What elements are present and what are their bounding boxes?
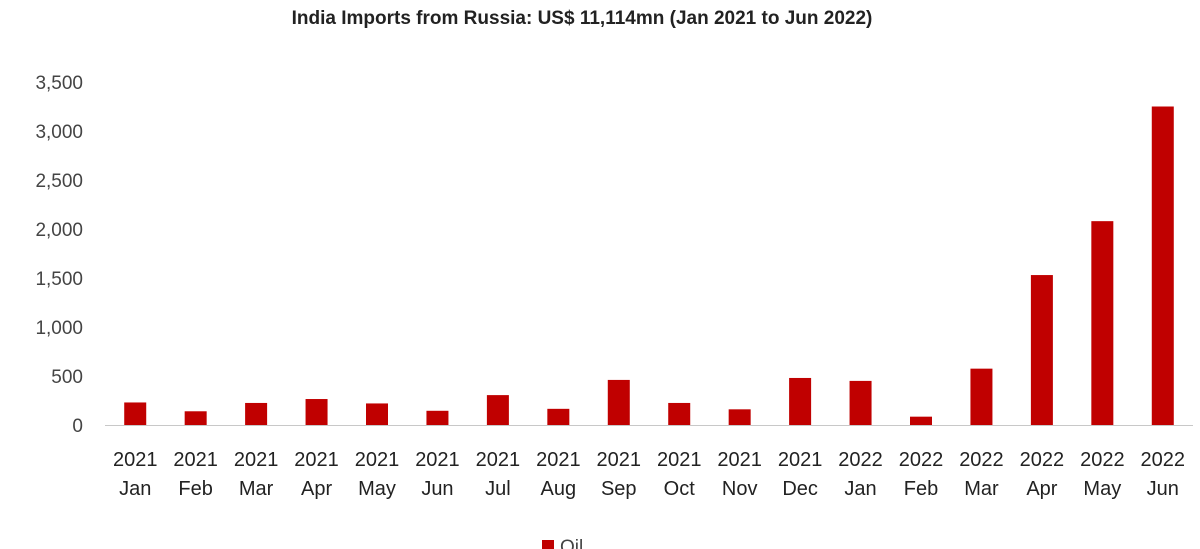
x-tick-month: May xyxy=(1083,478,1121,500)
x-tick-month: Nov xyxy=(722,478,758,500)
x-tick-year: 2022 xyxy=(838,449,883,471)
bar-2021-sep xyxy=(607,379,630,425)
y-tick-label: 3,500 xyxy=(35,73,83,94)
bar-2021-apr xyxy=(305,399,328,425)
y-tick-label: 2,500 xyxy=(35,171,83,192)
x-tick-month: Apr xyxy=(301,478,332,500)
x-tick-year: 2021 xyxy=(234,449,279,471)
x-tick-year: 2021 xyxy=(717,449,762,471)
x-tick-month: Jan xyxy=(844,478,876,500)
x-tick-month: Jun xyxy=(1147,478,1179,500)
x-tick-year: 2021 xyxy=(597,449,642,471)
bars xyxy=(124,106,1174,425)
legend: Oil xyxy=(542,537,583,549)
legend-label-oil: Oil xyxy=(560,537,583,549)
bar-2021-mar xyxy=(245,402,268,425)
bar-2021-oct xyxy=(668,402,691,425)
bar-2022-may xyxy=(1091,221,1114,425)
y-tick-label: 1,000 xyxy=(35,318,83,339)
bar-2021-nov xyxy=(728,409,751,425)
x-tick-month: Mar xyxy=(964,478,999,500)
x-tick-month: Jul xyxy=(485,478,511,500)
x-tick-year: 2022 xyxy=(1080,449,1125,471)
y-axis: 0 500 1,000 1,500 2,000 2,500 3,000 3,500 xyxy=(35,73,83,437)
y-tick-label: 500 xyxy=(51,367,83,388)
x-tick-month: Aug xyxy=(541,478,577,500)
legend-swatch-oil xyxy=(542,540,554,549)
x-axis: 2021 Jan 2021 Feb 2021 Mar 2021 Apr 2021 May 2021 J… xyxy=(105,425,1193,500)
x-tick-year: 2021 xyxy=(536,449,581,471)
bar-2021-dec xyxy=(789,377,812,425)
bar-2022-mar xyxy=(970,368,993,425)
x-tick-year: 2022 xyxy=(1141,449,1186,471)
x-tick-month: Jun xyxy=(421,478,453,500)
y-tick-label: 3,000 xyxy=(35,122,83,143)
x-tick-year: 2021 xyxy=(415,449,460,471)
bar-2021-jun xyxy=(426,410,449,425)
y-tick-label: 0 xyxy=(72,416,83,437)
bar-2021-may xyxy=(366,403,388,425)
x-tick-month: Dec xyxy=(782,478,818,500)
x-tick-month: Oct xyxy=(664,478,696,500)
x-tick-year: 2021 xyxy=(294,449,339,471)
y-tick-label: 2,000 xyxy=(35,220,83,241)
chart-title: India Imports from Russia: US$ 11,114mn … xyxy=(292,8,873,29)
x-tick-month: Jan xyxy=(119,478,151,500)
x-tick-month: Sep xyxy=(601,478,637,500)
bar-2021-aug xyxy=(547,408,570,425)
bar-2021-feb xyxy=(184,411,207,425)
x-tick-month: Apr xyxy=(1026,478,1057,500)
x-tick-year: 2021 xyxy=(173,449,218,471)
x-tick-year: 2022 xyxy=(899,449,944,471)
x-tick-year: 2021 xyxy=(355,449,400,471)
bar-2022-feb xyxy=(910,416,932,425)
x-tick-year: 2022 xyxy=(959,449,1004,471)
y-tick-label: 1,500 xyxy=(35,269,83,290)
bar-2021-jul xyxy=(486,395,509,425)
bar-2022-jun xyxy=(1151,106,1174,425)
bar-2022-jan xyxy=(849,380,872,425)
bar-2022-apr xyxy=(1030,275,1053,425)
x-tick-year: 2021 xyxy=(657,449,702,471)
x-tick-month: Feb xyxy=(904,478,938,500)
x-tick-year: 2021 xyxy=(476,449,521,471)
x-tick-month: Mar xyxy=(239,478,274,500)
x-tick-year: 2021 xyxy=(113,449,158,471)
x-tick-year: 2021 xyxy=(778,449,823,471)
x-tick-month: May xyxy=(358,478,396,500)
x-tick-month: Feb xyxy=(178,478,212,500)
x-tick-year: 2022 xyxy=(1020,449,1065,471)
bar-2021-jan xyxy=(124,402,147,425)
